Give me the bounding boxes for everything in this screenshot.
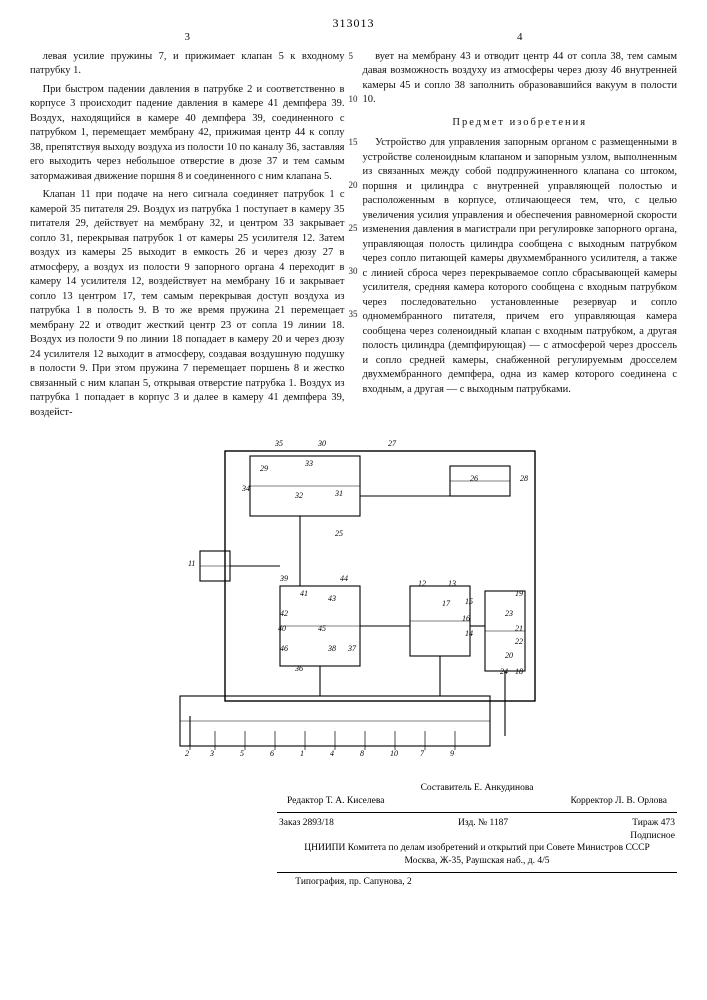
copies: Тираж 473 <box>632 817 675 830</box>
paragraph: При быстром падении давления в патрубке … <box>30 83 345 184</box>
svg-text:19: 19 <box>515 589 523 598</box>
svg-text:33: 33 <box>304 459 313 468</box>
subject-of-invention-title: Предмет изобретения <box>363 116 678 130</box>
right-col-page-num: 4 <box>517 30 523 45</box>
svg-text:38: 38 <box>327 644 336 653</box>
paragraph: вует на мембрану 43 и отводит центр 44 о… <box>363 50 678 108</box>
org-line-1: ЦНИИПИ Комитета по делам изобретений и о… <box>279 842 675 855</box>
line-marker: 20 <box>349 179 358 222</box>
compiler-line: Составитель Е. Анкудинова <box>277 782 677 795</box>
svg-text:14: 14 <box>465 629 473 638</box>
two-column-text: 3 левая усилие пружины 7, и прижимает кл… <box>30 50 677 424</box>
line-marker: 15 <box>349 136 358 179</box>
footer-block: Составитель Е. Анкудинова Редактор Т. А.… <box>30 782 677 887</box>
svg-text:10: 10 <box>390 749 398 758</box>
typography-line: Типография, пр. Сапунова, 2 <box>30 877 677 887</box>
svg-text:24: 24 <box>500 667 508 676</box>
svg-text:42: 42 <box>280 609 288 618</box>
svg-text:16: 16 <box>462 614 470 623</box>
svg-text:40: 40 <box>278 624 286 633</box>
order-number: Заказ 2893/18 <box>279 817 334 830</box>
svg-text:32: 32 <box>294 491 303 500</box>
svg-text:11: 11 <box>188 559 195 568</box>
svg-text:28: 28 <box>520 474 528 483</box>
svg-text:30: 30 <box>317 439 326 448</box>
svg-text:22: 22 <box>515 637 523 646</box>
issue-number: Изд. № 1187 <box>458 817 508 830</box>
svg-text:9: 9 <box>450 749 454 758</box>
divider <box>277 872 677 873</box>
svg-text:20: 20 <box>505 651 513 660</box>
line-marker: 10 <box>349 93 358 136</box>
svg-text:7: 7 <box>420 749 425 758</box>
svg-text:2: 2 <box>185 749 189 758</box>
left-col-page-num: 3 <box>185 30 191 45</box>
left-column: 3 левая усилие пружины 7, и прижимает кл… <box>30 50 345 424</box>
svg-text:39: 39 <box>279 574 288 583</box>
svg-text:37: 37 <box>347 644 357 653</box>
line-number-gutter: 5 10 15 20 25 30 35 <box>349 50 358 351</box>
svg-text:44: 44 <box>340 574 348 583</box>
svg-text:4: 4 <box>330 749 334 758</box>
svg-text:34: 34 <box>241 484 250 493</box>
svg-text:36: 36 <box>294 664 303 673</box>
claim-paragraph: Устройство для управления запорным орган… <box>363 136 678 397</box>
svg-text:23: 23 <box>505 609 513 618</box>
svg-text:6: 6 <box>270 749 274 758</box>
svg-text:41: 41 <box>300 589 308 598</box>
svg-text:46: 46 <box>280 644 288 653</box>
line-marker: 30 <box>349 265 358 308</box>
org-line-2: Москва, Ж-35, Раушская наб., д. 4/5 <box>279 855 675 868</box>
svg-text:17: 17 <box>442 599 451 608</box>
line-marker: 35 <box>349 308 358 351</box>
svg-text:35: 35 <box>274 439 283 448</box>
editor-line: Редактор Т. А. Киселева <box>287 795 384 808</box>
page: 313013 3 левая усилие пружины 7, и прижи… <box>0 0 707 1000</box>
svg-text:5: 5 <box>240 749 244 758</box>
svg-text:43: 43 <box>328 594 336 603</box>
svg-text:15: 15 <box>465 597 473 606</box>
paragraph: левая усилие пружины 7, и прижимает клап… <box>30 50 345 79</box>
technical-diagram: 3530272933262834323111253944414342404546… <box>30 436 670 776</box>
svg-text:12: 12 <box>418 579 426 588</box>
svg-text:3: 3 <box>209 749 214 758</box>
doc-number: 313013 <box>0 16 707 31</box>
svg-text:25: 25 <box>335 529 343 538</box>
svg-text:13: 13 <box>448 579 456 588</box>
svg-text:31: 31 <box>334 489 343 498</box>
svg-text:26: 26 <box>470 474 478 483</box>
line-marker: 25 <box>349 222 358 265</box>
svg-text:1: 1 <box>300 749 304 758</box>
corrector-line: Корректор Л. В. Орлова <box>570 795 667 808</box>
svg-text:8: 8 <box>360 749 364 758</box>
divider <box>277 812 677 813</box>
svg-text:45: 45 <box>318 624 326 633</box>
line-marker: 5 <box>349 50 358 93</box>
svg-text:27: 27 <box>388 439 397 448</box>
svg-text:18: 18 <box>515 667 523 676</box>
svg-text:29: 29 <box>260 464 268 473</box>
right-column: 4 5 10 15 20 25 30 35 вует на мембрану 4… <box>363 50 678 424</box>
subscription: Подписное <box>630 830 675 843</box>
paragraph: Клапан 11 при подаче на него сигнала сое… <box>30 188 345 420</box>
svg-text:21: 21 <box>515 624 523 633</box>
